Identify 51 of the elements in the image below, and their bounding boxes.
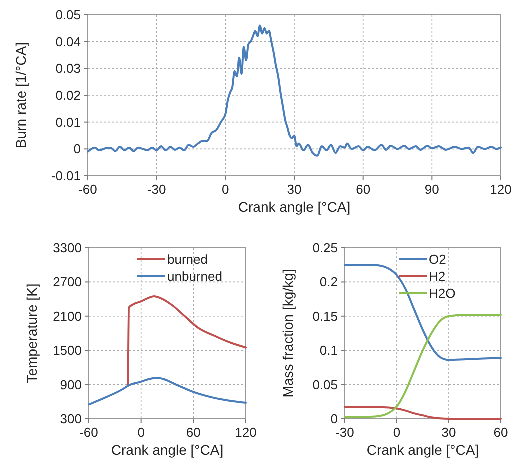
legend-label: unburned bbox=[168, 269, 222, 284]
y-tick-label: 3300 bbox=[53, 240, 82, 256]
y-tick-label: 0.03 bbox=[56, 61, 81, 76]
x-tick-label: 60 bbox=[186, 425, 201, 440]
x-tick-label: 30 bbox=[442, 425, 456, 440]
x-tick-label: 0 bbox=[222, 182, 230, 197]
x-tick-label: 0 bbox=[138, 425, 145, 440]
x-tick-label: 30 bbox=[287, 182, 302, 197]
y-tick-label: 0 bbox=[74, 142, 81, 157]
x-tick-label: 120 bbox=[235, 425, 257, 440]
y-tick-label: 0.04 bbox=[56, 34, 81, 50]
line-series bbox=[344, 406, 502, 420]
y-tick-label: 0.05 bbox=[312, 377, 338, 392]
y-tick-label: 0.15 bbox=[312, 308, 338, 324]
x-tick-label: 60 bbox=[494, 425, 508, 440]
y-tick-label: 0 bbox=[330, 412, 338, 426]
y-tick-label: 2100 bbox=[53, 308, 82, 324]
line-series bbox=[344, 314, 502, 418]
x-tick-label: 90 bbox=[424, 182, 440, 197]
y-tick-label: 0.2 bbox=[320, 274, 338, 290]
x-tick-label: -60 bbox=[80, 425, 98, 440]
line-series bbox=[88, 376, 247, 406]
x-axis-title: Crank angle [°CA] bbox=[238, 199, 351, 215]
y-tick-label: 300 bbox=[60, 412, 82, 426]
y-tick-label: 0.02 bbox=[56, 88, 81, 103]
x-tick-label: 60 bbox=[356, 182, 371, 197]
legend-label: O2 bbox=[429, 252, 446, 267]
y-tick-label: 0.01 bbox=[56, 114, 81, 130]
line-series bbox=[87, 24, 502, 157]
y-tick-label: 1500 bbox=[53, 343, 82, 358]
y-tick-label: 0.1 bbox=[320, 343, 338, 358]
y-tick-label: 0.05 bbox=[56, 8, 81, 22]
line-series bbox=[127, 295, 247, 387]
x-axis-title: Crank angle [°CA] bbox=[111, 442, 224, 458]
x-tick-label: -30 bbox=[147, 182, 166, 197]
y-tick-label: 2700 bbox=[53, 274, 82, 290]
x-tick-label: -60 bbox=[78, 182, 98, 197]
x-tick-label: 0 bbox=[393, 425, 401, 440]
y-tick-label: 0.25 bbox=[312, 240, 338, 256]
line-series bbox=[344, 264, 502, 362]
x-tick-label: 120 bbox=[490, 182, 512, 197]
y-axis-title: Mass fraction [kg/kg] bbox=[280, 269, 296, 398]
x-tick-label: -30 bbox=[336, 425, 354, 440]
y-tick-label: -0.01 bbox=[51, 168, 81, 184]
y-axis-title: Temperature [K] bbox=[24, 284, 40, 384]
legend-label: H2 bbox=[429, 269, 446, 284]
y-axis-title: Burn rate [1/°CA] bbox=[13, 42, 29, 148]
x-axis-title: Crank angle [°CA] bbox=[366, 442, 480, 458]
legend-label: burned bbox=[168, 252, 208, 267]
y-tick-label: 900 bbox=[60, 377, 82, 392]
legend-label: H2O bbox=[429, 286, 456, 301]
